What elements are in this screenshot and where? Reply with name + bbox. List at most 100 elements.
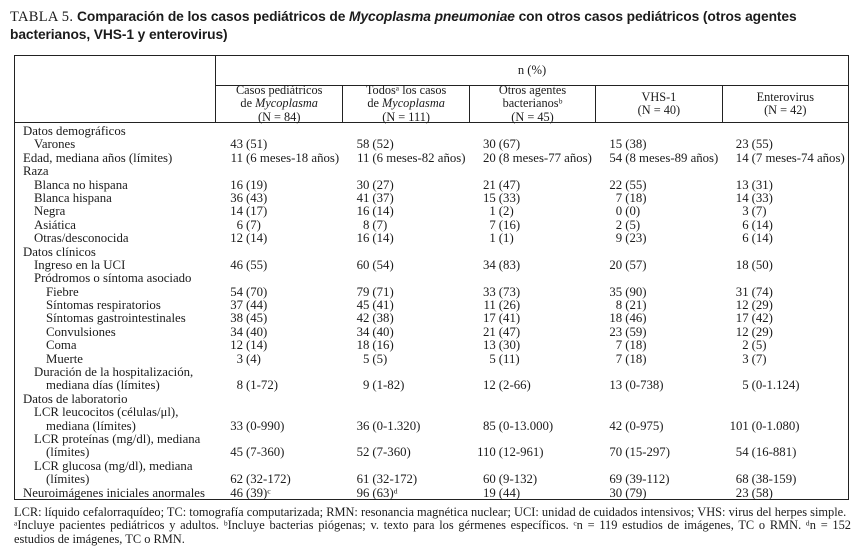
table-row: LCR glucosa (mg/dl), mediana — [15, 460, 848, 473]
table-row: (límites) 45 (7-360) 52 (7-360) 110 (12-961) 70… — [15, 445, 848, 460]
table-row: Muerte 3 (4) 5 (5) 5 (11) 7 (18) 3 (7) — [15, 351, 848, 366]
table-row: Blanca hispana 36 (43) 41 (37) 15 (33) 7 (18) 14(… — [15, 190, 848, 205]
data-cell: 3 (7) — [742, 204, 767, 219]
row-label: LCR leucocitos (células/μl), — [34, 406, 179, 420]
data-cell: 13 (31) — [735, 177, 773, 192]
row-label: Síntomas gastrointestinales — [46, 312, 186, 326]
data-cell: 23 (59) — [609, 324, 647, 339]
data-cell: 5 (0-1.124) — [742, 378, 800, 393]
data-cell: 5 (5) — [362, 351, 388, 366]
footnotes: LCR: líquido cefalorraquídeo; TC: tomogr… — [14, 505, 851, 546]
footnote-abbreviations: LCR: líquido cefalorraquídeo; TC: tomogr… — [14, 505, 847, 519]
data-cell: 12 (2-66) — [483, 378, 531, 393]
data-cell: 1 (2) — [489, 204, 514, 219]
data-cell: 2 (5) — [615, 217, 641, 232]
data-cell: 23 (58) — [735, 485, 773, 500]
data-cell: 19 (44) — [483, 485, 521, 500]
data-cell: 8 (1-72) — [236, 378, 278, 393]
table-row: Fiebre 54 (70) 79 (71) 33 (73) 35 (90) 31 (74) — [15, 284, 848, 299]
data-cell: 3 (4) — [236, 351, 261, 366]
data-cell: 58 (52) — [356, 137, 394, 152]
row-label: Convulsiones — [46, 325, 116, 339]
data-cell: 15 (38) — [609, 137, 647, 152]
data-cell: 34 (83) — [483, 257, 521, 272]
data-cell: 8 (7) — [362, 217, 388, 232]
row-label: Datos clínicos — [23, 245, 96, 259]
data-cell: 68 (38-159) — [735, 472, 797, 487]
table-row: Coma 12 (14) 18 (16) 13 (30) 7 (18) 2 (5) — [15, 338, 848, 353]
data-cell: 42 (38) — [356, 311, 394, 326]
row-label: Coma — [46, 339, 77, 353]
column-n: (N = 45) — [511, 109, 554, 124]
row-label: Negra — [34, 205, 66, 219]
data-cell: 30 (27) — [356, 177, 394, 192]
data-cell: 6 (7) — [236, 217, 261, 232]
data-cell: 20 (8 meses-77 años) — [483, 150, 592, 165]
table-title: TABLA 5. Comparación de los casos pediát… — [10, 8, 856, 43]
row-label: Edad, mediana años (límites) — [23, 151, 173, 165]
data-cell: 6 (14) — [742, 217, 773, 232]
data-cell: 34 (40) — [356, 324, 394, 339]
data-cell: 46 (55) — [230, 257, 268, 272]
data-cell: 45 (7-360) — [230, 445, 285, 460]
data-cell: 61 (32-172) — [356, 472, 418, 487]
data-cell: 14 (17) — [230, 204, 268, 219]
table-row: Edad, mediana años (límites) 11 (6 meses-1… — [15, 150, 848, 165]
data-cell: 7 (18) — [615, 190, 647, 205]
column-header-otros-agentes: Otros agentes bacterianosᵇ (N = 45) — [468, 84, 595, 124]
data-cell: 18 (46) — [609, 311, 647, 326]
data-cell: 33 (73) — [483, 284, 521, 299]
data-cell: 12 (29) — [735, 324, 773, 339]
column-header-todos-los-casos: Todosᵃ los casos de Mycoplasma (N = 111) — [342, 84, 468, 123]
data-cell: 54 (16-881) — [735, 445, 797, 460]
table-caption: Comparación de los casos pediátricos de … — [10, 9, 797, 42]
data-cell: 11 (26) — [483, 298, 521, 313]
table-row: Negra 14 (17) 16 (14) 1 (2) 0 (0) 3 (7) — [15, 204, 848, 219]
table-row: Pródromos o síntoma asociado — [15, 272, 848, 285]
row-label: Neuroimágenes iniciales anormales — [23, 486, 205, 500]
data-cell: 12 (29) — [735, 298, 773, 313]
table-row: Síntomas gastrointestinales 38 (45) 42 (38) 1… — [15, 311, 848, 326]
table-row: (límites) 62 (32-172) 61 (32-172) 60 (9-132) 69… — [15, 472, 848, 487]
data-cell: 46 (39)ᶜ — [230, 485, 271, 500]
table-row: Raza — [15, 165, 848, 178]
table-body: Datos demográficos Varones 43 (51) 58 (52) 30(… — [15, 123, 848, 500]
data-cell: 6 (14) — [742, 231, 773, 246]
species-name: Mycoplasma pneumoniae — [349, 9, 515, 24]
data-cell: 54 (8 meses-89 años) — [609, 150, 719, 165]
data-cell: 2 (5) — [742, 338, 767, 353]
data-cell: 9 (1-82) — [362, 378, 405, 393]
row-label: Blanca hispana — [34, 191, 112, 205]
data-cell: 17 (41) — [483, 311, 521, 326]
row-label: Raza — [23, 165, 49, 179]
table-row: Blanca no hispana 16 (19) 30 (27) 21 (47) 22 (55… — [15, 177, 848, 192]
data-cell: 35 (90) — [609, 284, 647, 299]
data-cell: 21 (47) — [483, 177, 521, 192]
data-cell: 0 (0) — [615, 204, 641, 219]
data-cell: 14 (7 meses-74 años) — [735, 150, 845, 165]
data-cell: 60 (9-132) — [483, 472, 538, 487]
data-cell: 85 (0-13.000) — [483, 418, 554, 433]
data-cell: 3 (7) — [742, 351, 767, 366]
row-label: Otras/desconocida — [34, 232, 129, 246]
column-header-enterovirus: Enterovirus (N = 42) — [721, 86, 848, 122]
data-cell: 33 (0-990) — [230, 418, 285, 433]
data-cell: 9 (23) — [615, 231, 647, 246]
row-label: mediana (límites) — [46, 419, 136, 433]
header-corner-cell — [15, 56, 216, 122]
data-cell: 18 (16) — [356, 338, 394, 353]
data-cell: 12 (14) — [230, 231, 268, 246]
row-label: Blanca no hispana — [34, 178, 128, 192]
data-cell: 62 (32-172) — [230, 472, 291, 487]
data-cell: 7 (18) — [615, 338, 647, 353]
table-row: Duración de la hospitalización, — [15, 366, 848, 379]
data-cell: 8 (21) — [615, 298, 647, 313]
data-cell: 31 (74) — [735, 284, 773, 299]
row-label: (límites) — [46, 473, 90, 487]
column-n: (N = 84) — [257, 109, 301, 124]
data-cell: 45 (41) — [356, 298, 394, 313]
data-cell: 16 (19) — [230, 177, 268, 192]
row-label: Síntomas respiratorios — [46, 299, 161, 313]
data-cell: 34 (40) — [230, 324, 268, 339]
table-row: LCR leucocitos (células/μl), — [15, 406, 848, 419]
